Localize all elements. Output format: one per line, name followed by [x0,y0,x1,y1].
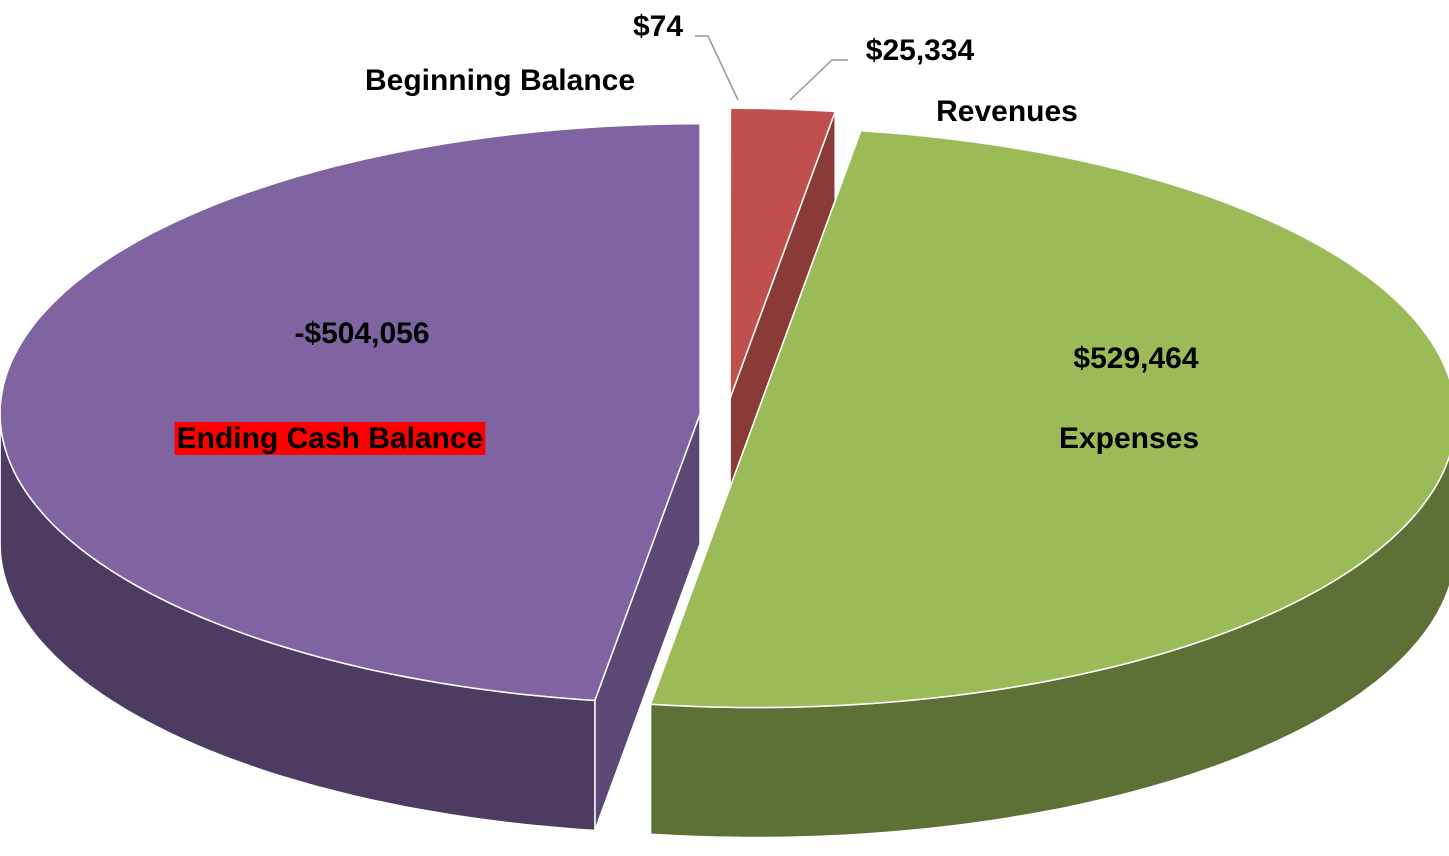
data-label: -$504,056 [294,317,429,350]
slice [0,122,701,702]
category-label: Expenses [1059,422,1199,455]
data-label: $74 [633,10,683,43]
data-label: $529,464 [1073,342,1198,375]
category-label: Revenues [936,95,1078,128]
data-label: $25,334 [866,34,975,67]
leader-line [789,59,848,101]
slice [729,107,837,399]
category-label: Beginning Balance [365,64,635,97]
category-label: Ending Cash Balance [177,422,484,455]
leader-line [695,35,739,101]
slice [649,130,1449,709]
label-highlight [174,421,486,455]
